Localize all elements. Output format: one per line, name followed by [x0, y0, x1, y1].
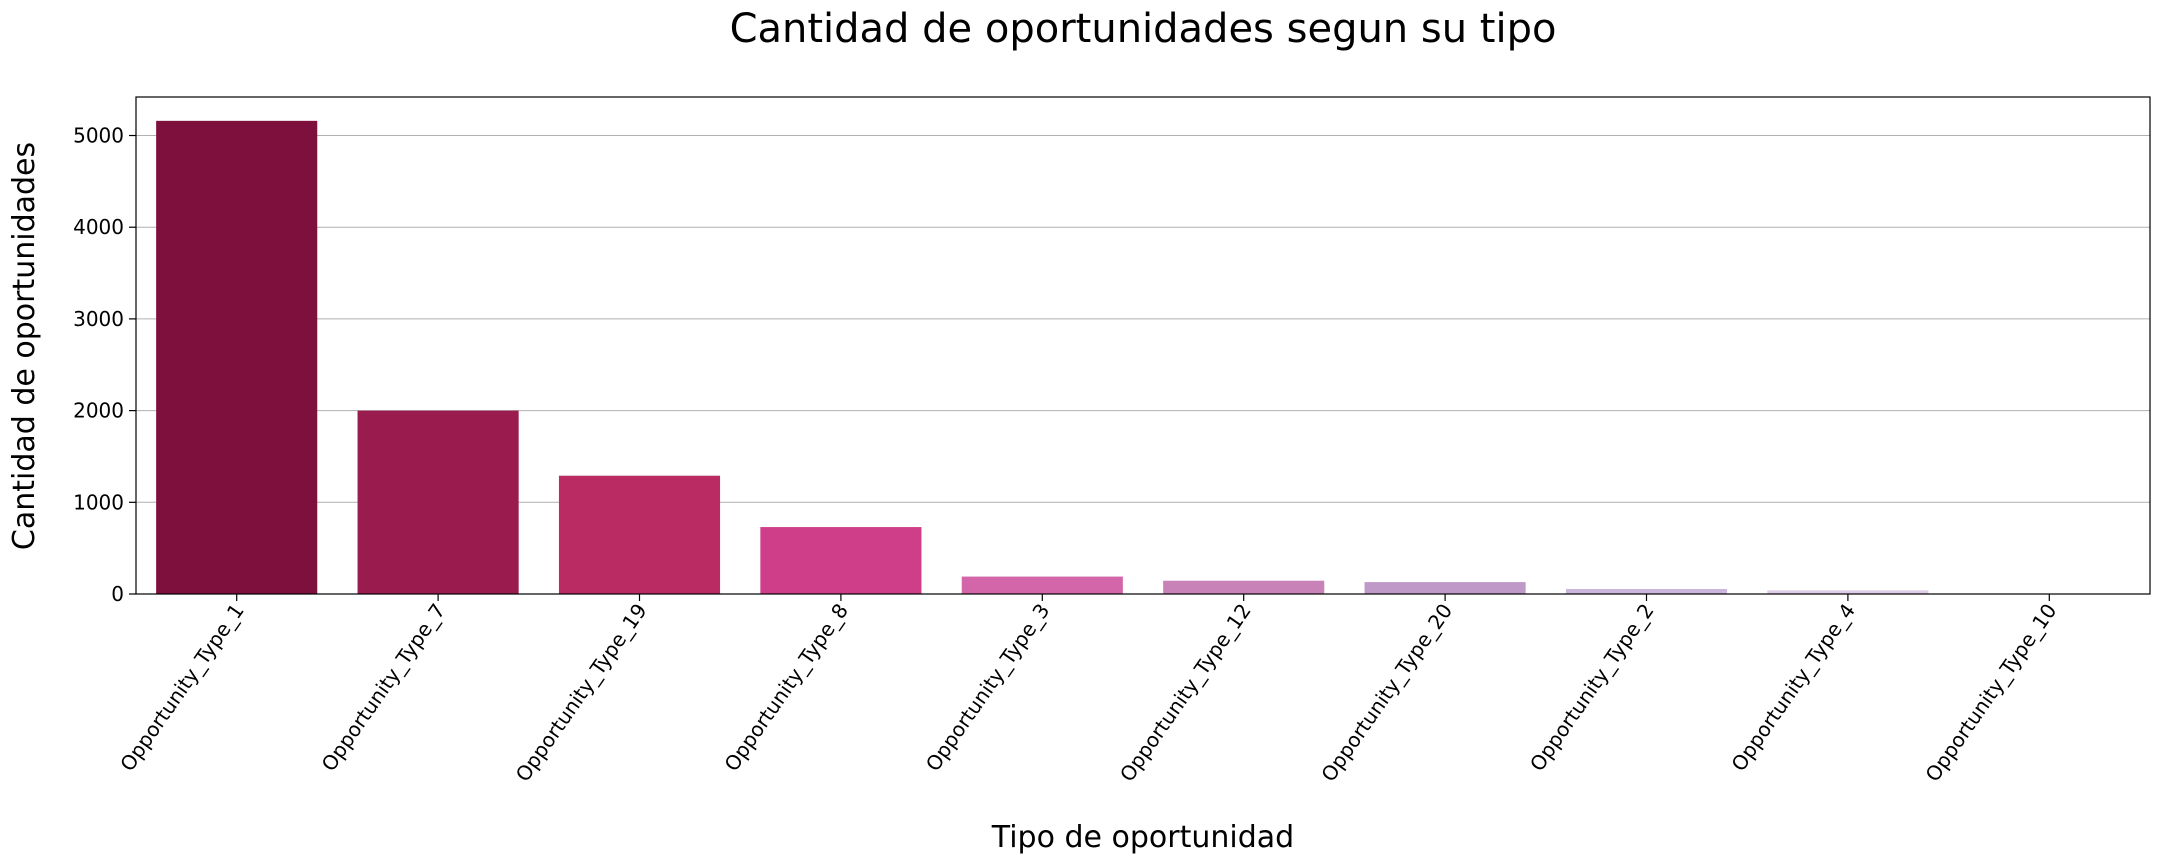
y-tick-label: 4000 [73, 215, 124, 239]
bar-opportunity-type-12 [1163, 580, 1325, 594]
x-axis-ticks: Opportunity_Type_1 Opportunity_Type_7 Oppo… [115, 594, 2061, 786]
bar-opportunity-type-3 [961, 576, 1123, 594]
y-tick-label: 1000 [73, 490, 124, 514]
x-axis-label: Tipo de oportunidad [991, 820, 1294, 855]
bar-opportunity-type-1 [156, 120, 318, 594]
x-tick-label: Opportunity_Type_10 [1920, 599, 2061, 786]
plot-frame [135, 96, 2151, 595]
x-tick-label: Opportunity_Type_12 [1115, 599, 1256, 786]
bar-opportunity-type-20 [1364, 582, 1526, 594]
y-tick-label: 2000 [73, 399, 124, 423]
y-axis-label: Cantidad de oportunidades [7, 142, 42, 550]
bars [156, 120, 2130, 595]
x-tick-label: Opportunity_Type_7 [317, 599, 451, 776]
y-tick-label: 0 [111, 582, 124, 606]
y-tick-label: 5000 [73, 124, 124, 148]
bar-opportunity-type-7 [357, 410, 519, 594]
x-tick-label: Opportunity_Type_2 [1525, 599, 1659, 776]
y-tick-label: 3000 [73, 307, 124, 331]
x-tick-label: Opportunity_Type_20 [1316, 599, 1457, 786]
bar-opportunity-type-8 [760, 527, 922, 594]
bar-opportunity-type-4 [1767, 590, 1929, 594]
x-tick-label: Opportunity_Type_8 [719, 599, 853, 776]
x-tick-label: Opportunity_Type_3 [921, 599, 1055, 776]
bar-opportunity-type-19 [558, 475, 721, 594]
y-axis-ticks: 0 1000 2000 3000 4000 5000 [73, 124, 136, 606]
x-tick-label: Opportunity_Type_19 [511, 599, 652, 786]
bar-opportunity-type-2 [1565, 588, 1728, 594]
x-tick-label: Opportunity_Type_1 [115, 599, 249, 776]
x-tick-label: Opportunity_Type_4 [1726, 599, 1860, 776]
chart-title: Cantidad de oportunidades segun su tipo [730, 6, 1557, 52]
